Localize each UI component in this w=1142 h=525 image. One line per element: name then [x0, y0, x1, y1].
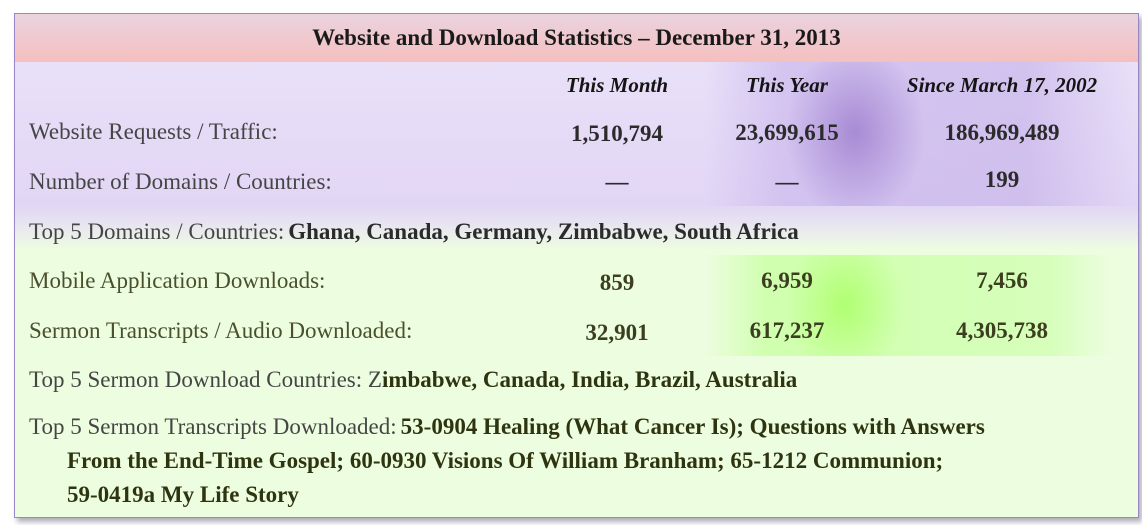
top-sermon-transcripts-label: Top 5 Sermon Transcripts Downloaded:	[29, 414, 397, 439]
row-label-mobile-downloads: Mobile Application Downloads:	[29, 268, 326, 293]
column-header-since-start: Since March 17, 2002	[906, 73, 1098, 97]
column-header-this-year: This Year	[746, 73, 828, 97]
top-sermon-countries-line: Top 5 Sermon Download Countries: Zimbabw…	[29, 367, 797, 393]
page-title: Website and Download Statistics – Decemb…	[312, 25, 841, 50]
cell-domains-year: —	[775, 169, 799, 194]
cell-website-requests-month: 1,510,794	[571, 121, 663, 146]
top-sermon-transcripts-line-3: 59-0419a My Life Story	[67, 482, 299, 507]
top-domains-value: Ghana, Canada, Germany, Zimbabwe, South …	[288, 219, 799, 244]
cell-domains-month: —	[605, 169, 629, 194]
top-sermon-transcripts-item-1: 53-0904 Healing (What Cancer Is); Questi…	[400, 414, 985, 439]
cell-mobile-downloads-total: 7,456	[976, 268, 1028, 293]
top-domains-line: Top 5 Domains / Countries: Ghana, Canada…	[29, 219, 799, 245]
cell-website-requests-year: 23,699,615	[735, 120, 839, 145]
download-stats-highlight	[705, 255, 1111, 356]
top-domains-label: Top 5 Domains / Countries:	[29, 219, 285, 244]
column-header-this-month: This Month	[565, 73, 669, 97]
top-sermon-transcripts-line-1: Top 5 Sermon Transcripts Downloaded: 53-…	[29, 414, 985, 440]
top-sermon-countries-label: Top 5 Sermon Download Countries: Z	[29, 367, 382, 392]
cell-mobile-downloads-year: 6,959	[761, 268, 813, 293]
statistics-panel: Website and Download Statistics – Decemb…	[14, 13, 1139, 518]
top-sermon-countries-value: imbabwe, Canada, India, Brazil, Australi…	[381, 367, 798, 392]
cell-mobile-downloads-month: 859	[599, 270, 635, 295]
row-label-website-requests: Website Requests / Traffic:	[29, 119, 278, 144]
cell-sermon-downloads-total: 4,305,738	[956, 318, 1048, 343]
cell-website-requests-total: 186,969,489	[944, 120, 1060, 145]
row-label-domains: Number of Domains / Countries:	[29, 169, 332, 194]
cell-domains-total: 199	[984, 167, 1020, 192]
title-band	[15, 14, 1138, 62]
band-transition	[15, 206, 1138, 250]
website-stats-highlight	[705, 62, 1135, 206]
cell-sermon-downloads-month: 32,901	[585, 320, 649, 345]
top-sermon-transcripts-line-2: From the End-Time Gospel; 60-0930 Vision…	[67, 448, 944, 473]
cell-sermon-downloads-year: 617,237	[749, 318, 825, 343]
row-label-sermon-downloads: Sermon Transcripts / Audio Downloaded:	[29, 318, 413, 343]
